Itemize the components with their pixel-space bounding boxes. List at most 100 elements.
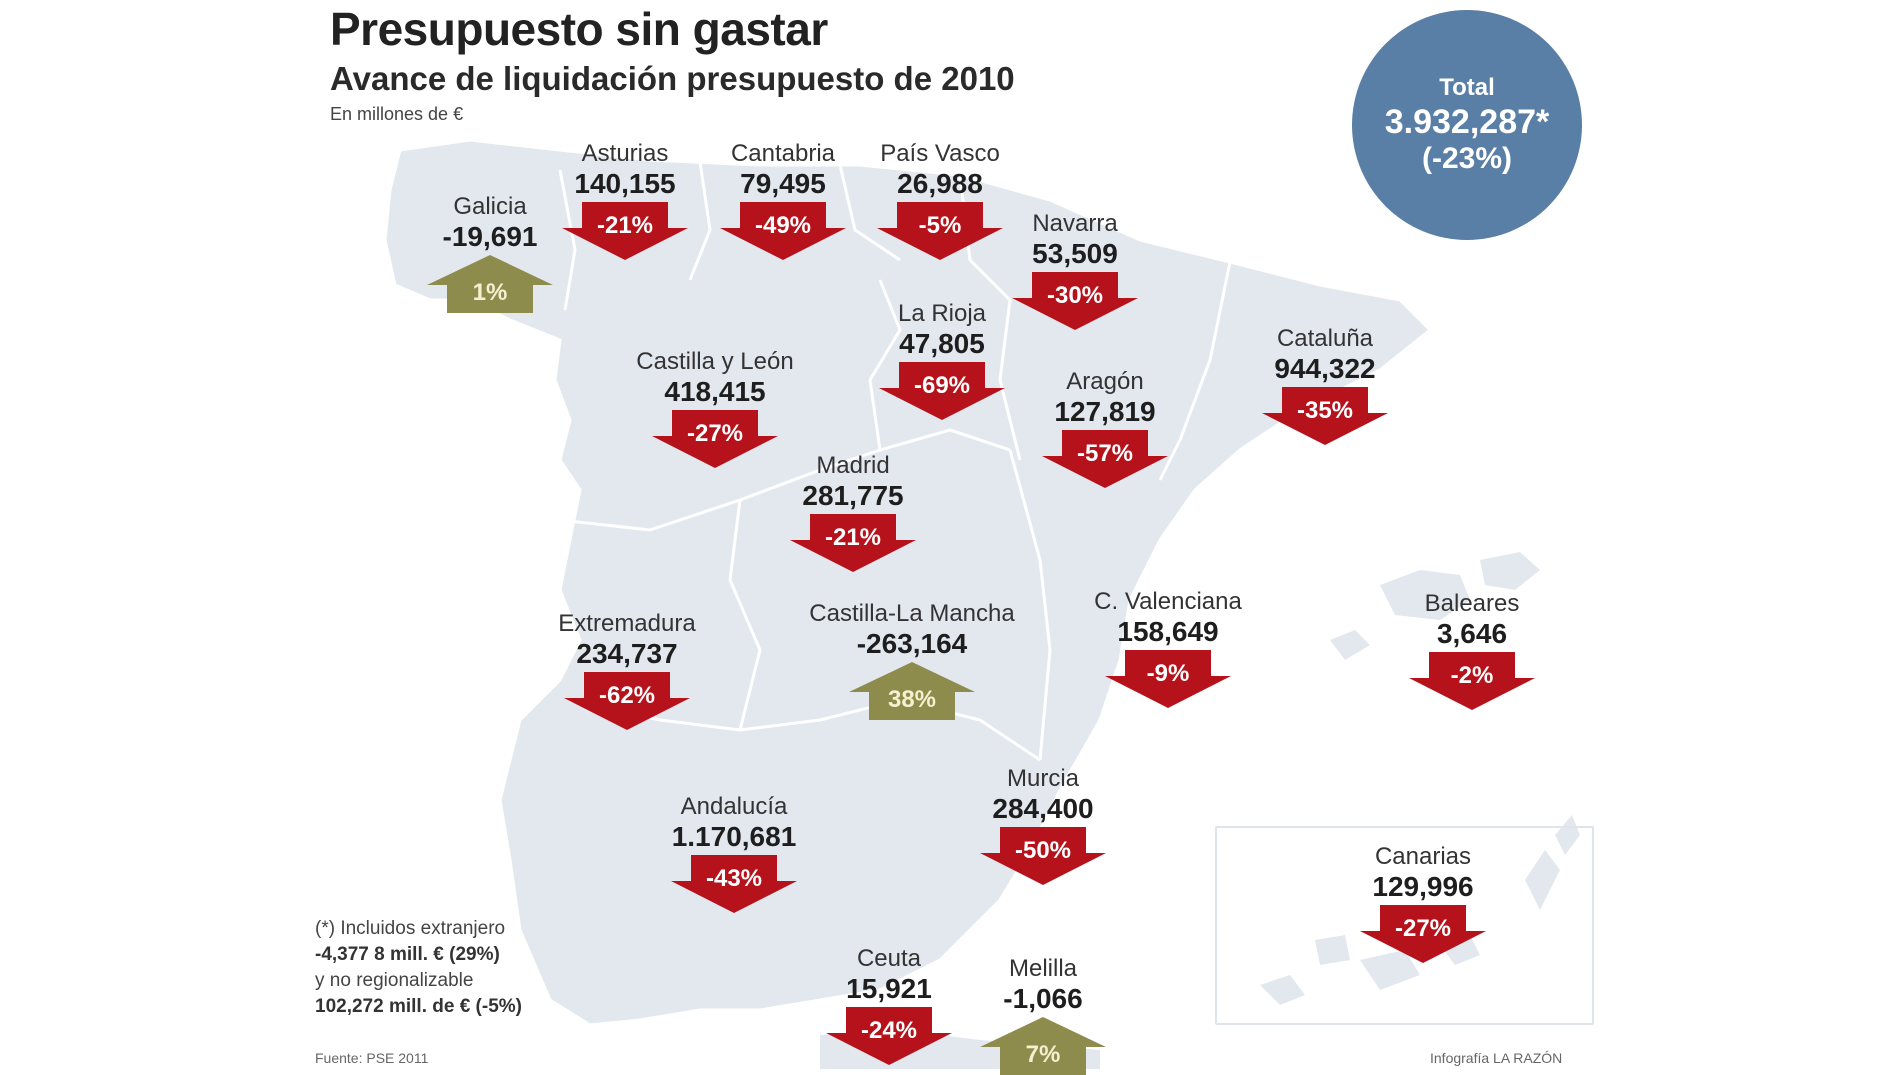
- region-callout: Baleares 3,646 -2%: [1362, 590, 1582, 710]
- region-name: Navarra: [1032, 210, 1118, 237]
- arrow-down-icon: -27%: [1358, 905, 1488, 963]
- region-name: Murcia: [1006, 765, 1079, 792]
- region-value: -263,164: [856, 628, 968, 659]
- region-callout: La Rioja 47,805 -69%: [832, 300, 1052, 420]
- region-callout: Madrid 281,775 -21%: [743, 452, 963, 572]
- region-callout: Castilla y León 418,415 -27%: [605, 348, 825, 468]
- arrow-down-icon: -9%: [1103, 650, 1233, 708]
- region-name: Ceuta: [856, 945, 922, 972]
- region-value: 418,415: [664, 376, 766, 407]
- arrow-down-icon: -5%: [875, 202, 1005, 260]
- footnote-line-2: -4,377 8 mill. € (29%): [315, 944, 500, 965]
- arrow-up-icon: 38%: [847, 662, 977, 720]
- peninsula-shape: [383, 138, 1433, 1027]
- region-callout: Cantabria 79,495 -49%: [673, 140, 893, 260]
- region-change-pct: -69%: [913, 372, 971, 399]
- footnote-line-3: y no regionalizable: [315, 970, 474, 991]
- region-callout: Murcia 284,400 -50%: [933, 765, 1153, 885]
- arrow-down-icon: -35%: [1260, 387, 1390, 445]
- total-value: 3.932,287*: [1384, 103, 1550, 141]
- region-change-pct: -62%: [598, 682, 656, 709]
- region-callout: Asturias 140,155 -21%: [515, 140, 735, 260]
- region-value: 47,805: [899, 328, 985, 359]
- region-name: C. Valenciana: [1094, 588, 1242, 615]
- region-callout: Extremadura 234,737 -62%: [517, 610, 737, 730]
- arrow-down-icon: -50%: [978, 827, 1108, 885]
- region-value: 53,509: [1032, 238, 1118, 269]
- arrow-down-icon: -2%: [1407, 652, 1537, 710]
- region-value: 26,988: [897, 168, 983, 199]
- region-value: 79,495: [740, 168, 826, 199]
- region-name: Melilla: [1008, 955, 1077, 982]
- region-change-pct: -43%: [705, 865, 763, 892]
- region-callout: C. Valenciana 158,649 -9%: [1058, 588, 1278, 708]
- canary-islands-shape: [1260, 815, 1580, 1005]
- arrow-down-icon: -30%: [1010, 272, 1140, 330]
- region-callout: Navarra 53,509 -30%: [965, 210, 1185, 330]
- region-change-pct: -50%: [1014, 837, 1072, 864]
- units-label: En millones de €: [330, 104, 464, 124]
- arrow-up-icon: 7%: [978, 1017, 1108, 1075]
- region-value: 1.170,681: [671, 821, 797, 852]
- region-name: Galicia: [453, 193, 527, 220]
- region-change-pct: 1%: [472, 279, 508, 306]
- region-name: Aragón: [1066, 368, 1144, 395]
- region-change-pct: -27%: [686, 420, 744, 447]
- region-change-pct: -57%: [1076, 440, 1134, 467]
- footnote: (*) Incluidos extranjero -4,377 8 mill. …: [315, 916, 615, 1020]
- arrow-down-icon: -24%: [824, 1007, 954, 1065]
- arrow-up-icon: 1%: [425, 255, 555, 313]
- source-note: Fuente: PSE 2011: [315, 1050, 429, 1066]
- arrow-down-icon: -21%: [788, 514, 918, 572]
- region-change-pct: -5%: [918, 212, 962, 239]
- region-change-pct: -24%: [860, 1017, 918, 1044]
- arrow-down-icon: -27%: [650, 410, 780, 468]
- region-change-pct: -21%: [824, 524, 882, 551]
- region-name: Cataluña: [1276, 325, 1374, 352]
- region-name: Andalucía: [680, 793, 788, 820]
- region-callout: País Vasco 26,988 -5%: [830, 140, 1050, 260]
- region-name: Extremadura: [558, 610, 696, 637]
- region-name: Madrid: [816, 452, 890, 479]
- footnote-line-4: 102,272 mill. de € (-5%): [315, 996, 522, 1017]
- region-callout: Castilla-La Mancha -263,164 38%: [802, 600, 1022, 720]
- region-name: País Vasco: [880, 140, 1000, 167]
- region-value: 129,996: [1372, 871, 1474, 902]
- region-name: Castilla y León: [636, 348, 794, 375]
- region-change-pct: -35%: [1296, 397, 1354, 424]
- region-value: 281,775: [802, 480, 904, 511]
- region-name: Castilla-La Mancha: [809, 600, 1015, 627]
- total-badge: Total 3.932,287* (-23%): [1352, 10, 1582, 240]
- arrow-down-icon: -49%: [718, 202, 848, 260]
- region-value: 140,155: [574, 168, 676, 199]
- canary-islands-inset: [1215, 826, 1594, 1025]
- region-name: Baleares: [1424, 590, 1520, 617]
- region-value: 944,322: [1274, 353, 1376, 384]
- arrow-down-icon: -57%: [1040, 430, 1170, 488]
- total-pct: (-23%): [1421, 142, 1512, 175]
- region-name: Canarias: [1374, 843, 1472, 870]
- region-value: 284,400: [992, 793, 1094, 824]
- region-value: 15,921: [846, 973, 932, 1004]
- region-change-pct: -21%: [596, 212, 654, 239]
- page-title: Presupuesto sin gastar: [330, 3, 828, 55]
- region-callout: Melilla -1,066 7%: [933, 955, 1153, 1075]
- region-change-pct: -30%: [1046, 282, 1104, 309]
- region-callout: Cataluña 944,322 -35%: [1215, 325, 1435, 445]
- region-change-pct: 7%: [1025, 1041, 1061, 1068]
- arrow-down-icon: -69%: [877, 362, 1007, 420]
- region-value: 127,819: [1054, 396, 1156, 427]
- balearic-islands-shape: [1330, 552, 1540, 660]
- region-change-pct: 38%: [887, 686, 937, 713]
- region-callout: Andalucía 1.170,681 -43%: [624, 793, 844, 913]
- region-callout: Canarias 129,996 -27%: [1313, 843, 1533, 963]
- arrow-down-icon: -21%: [560, 202, 690, 260]
- region-name: Asturias: [581, 140, 669, 167]
- region-value: 158,649: [1117, 616, 1219, 647]
- region-callout: Ceuta 15,921 -24%: [779, 945, 999, 1065]
- arrow-down-icon: -62%: [562, 672, 692, 730]
- region-name: Cantabria: [730, 140, 836, 167]
- arrow-down-icon: -43%: [669, 855, 799, 913]
- region-callout: Aragón 127,819 -57%: [995, 368, 1215, 488]
- region-value: 3,646: [1436, 618, 1508, 649]
